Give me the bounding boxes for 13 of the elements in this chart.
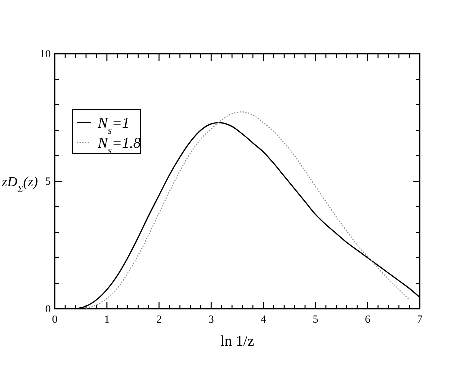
y-tick-label: 0: [46, 304, 52, 316]
y-tick-label: 10: [40, 48, 52, 61]
y-axis-title: zD$_{Σ}$(z): [1, 176, 38, 195]
x-tick-label: 5: [312, 314, 319, 326]
legend-label: N$_{s}$=1: [97, 116, 130, 136]
x-axis-title: ln 1/z: [220, 334, 255, 350]
x-tick-label: 7: [417, 314, 424, 326]
x-tick-label: 6: [365, 314, 372, 326]
x-tick-label: 2: [156, 314, 162, 326]
x-tick-label: 1: [104, 314, 110, 326]
y-tick-label: 5: [46, 176, 52, 188]
x-tick-label: 3: [208, 314, 215, 326]
x-tick-label: 4: [260, 314, 267, 326]
